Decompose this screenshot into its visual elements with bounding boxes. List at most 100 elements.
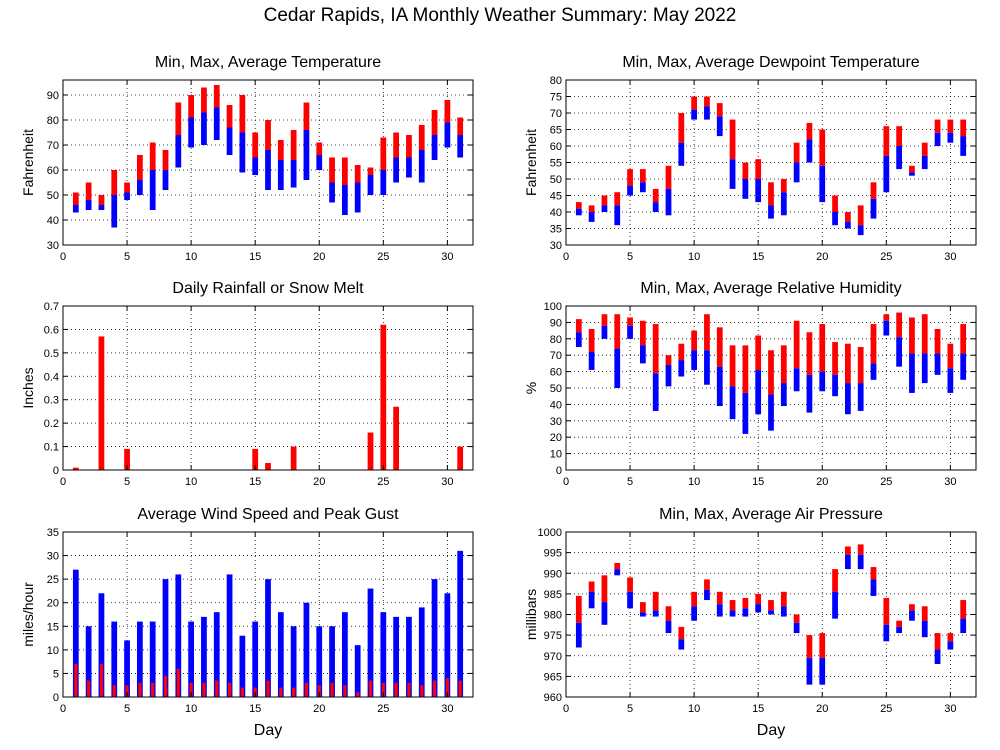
bar-max-segment [729,600,736,611]
bar-min-segment [639,345,646,364]
x-tick-label: 15 [752,476,764,488]
bar-min-segment [627,591,633,609]
bar-min-segment [768,205,774,219]
wind-speed-bar [381,682,385,697]
x-tick-label: 15 [752,703,764,715]
bar-max-segment [639,602,646,613]
y-tick-label: 80 [550,334,562,346]
y-axis-label: Fahrenheit [20,129,36,196]
wind-speed-bar [407,682,411,697]
y-tick-label: 0.3 [44,395,59,407]
y-axis-label: miles/hour [20,582,36,647]
bar-max-segment [729,119,736,160]
bar-min-segment [601,602,608,625]
bar-max-segment [883,598,890,625]
y-tick-label: 40 [550,207,562,219]
bar-min-segment [149,170,156,210]
bar-min-segment [691,350,698,370]
gust-bar [124,640,130,697]
y-tick-label: 0 [53,465,59,477]
bar-min-segment [793,622,800,634]
x-tick-label: 20 [313,476,325,488]
bar-min-segment [729,159,736,189]
y-tick-label: 75 [550,92,562,104]
y-tick-label: 60 [550,367,562,379]
chart-panel-2: 30 35 40 45 50 55 60 65 70 75 80 0 5 10 15 20 25 30 Min, M… [523,54,977,263]
bar-min-segment [909,610,915,621]
bar-max-segment [98,195,105,205]
y-tick-label: 20 [47,598,59,610]
bar-max-segment [72,192,79,205]
bar-min-segment [883,320,890,336]
y-tick-label: 90 [47,90,59,102]
bar-max-segment [793,320,800,369]
wind-speed-bar [202,682,206,697]
bar-min-segment [418,150,425,183]
bar-min-segment [832,374,838,397]
gust-bar [239,635,246,697]
bar-min-segment [960,353,967,380]
bar-min-segment [947,368,954,393]
wind-speed-bar [394,682,398,697]
bar-min-segment [780,383,787,407]
bar-min-segment [380,170,387,195]
chart-panel-5: 0 5 10 15 20 25 30 35 0 5 10 15 20 25 30 Average Wind S… [20,506,474,739]
y-tick-label: 40 [47,215,59,227]
x-tick-label: 30 [944,703,956,715]
x-axis-label: Day [254,722,282,739]
bar-min-segment [844,221,851,229]
bar-max-segment [175,102,182,135]
bar-min-segment [896,146,903,170]
bar-min-segment [716,366,723,407]
x-tick-label: 25 [377,476,389,488]
bar-min-segment [909,353,915,393]
bar-min-segment [870,579,877,596]
bar-max-segment [201,87,207,113]
bar-min-segment [921,620,928,638]
bar-min-segment [870,363,877,380]
bar-min-segment [85,200,92,210]
bar-max-segment [960,600,967,619]
bar-max-segment [768,600,774,611]
bar-min-segment [290,160,297,188]
bar-min-segment [806,374,813,413]
chart-panel-6: 960 965 970 975 980 985 990 995 1000 0 5 10 15 20 25 30… [523,506,977,739]
gust-bar [393,616,400,697]
y-tick-label: 65 [550,125,562,137]
rain-bar [72,467,79,470]
x-tick-label: 15 [249,703,261,715]
bar-max-segment [909,317,915,354]
bar-min-segment [239,132,246,173]
x-tick-label: 25 [880,476,892,488]
x-tick-label: 10 [688,703,700,715]
y-tick-label: 0 [556,465,562,477]
bar-max-segment [832,342,838,375]
y-tick-label: 20 [550,432,562,444]
bar-max-segment [947,633,954,642]
bar-min-segment [627,185,633,196]
wind-speed-bar [176,668,180,697]
bar-max-segment [870,324,877,364]
bar-max-segment [614,314,621,349]
bar-min-segment [588,591,595,609]
bar-min-segment [896,337,903,367]
gust-bar [149,621,156,697]
gust-bar [341,612,348,697]
bar-max-segment [896,620,903,627]
bar-min-segment [921,155,928,170]
y-tick-label: 965 [544,671,562,683]
x-tick-label: 30 [441,703,453,715]
bar-min-segment [819,371,826,392]
bar-min-segment [393,157,400,183]
bar-min-segment [947,641,954,650]
y-tick-label: 0.2 [44,418,59,430]
plot-frame [62,79,474,246]
x-tick-label: 20 [816,251,828,263]
bar-max-segment [883,126,890,156]
gust-bar [418,607,425,697]
bar-min-segment [768,610,774,615]
x-tick-label: 0 [60,703,66,715]
bar-max-segment [678,113,685,143]
bar-min-segment [188,117,195,148]
bar-min-segment [665,188,672,216]
